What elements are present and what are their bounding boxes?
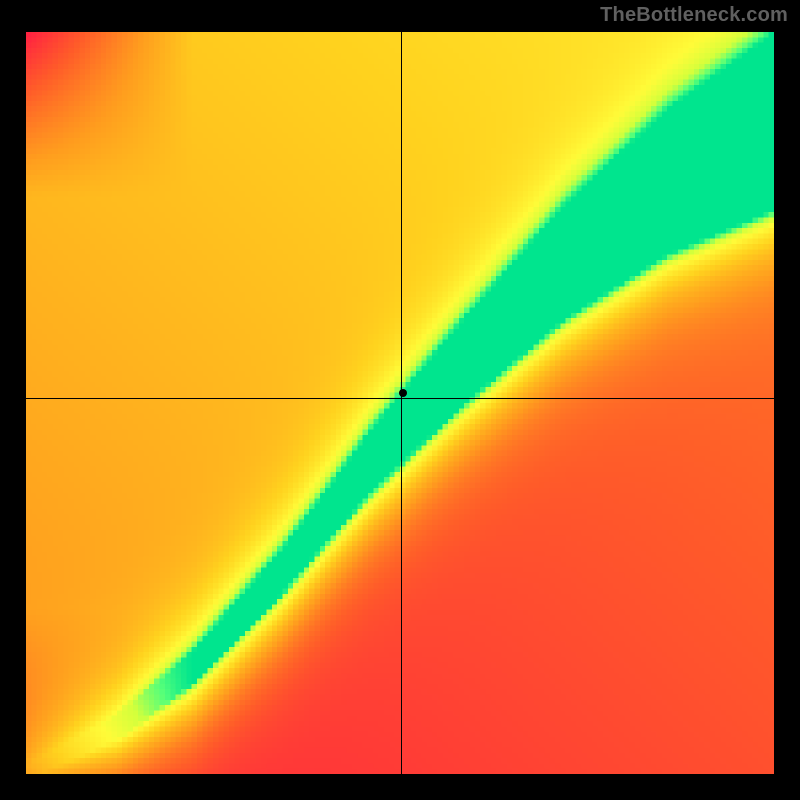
crosshair-marker-dot [399,389,407,397]
heatmap-plot-area [26,32,774,774]
crosshair-vertical [401,32,402,774]
crosshair-horizontal [26,398,774,399]
watermark-text: TheBottleneck.com [600,4,788,27]
